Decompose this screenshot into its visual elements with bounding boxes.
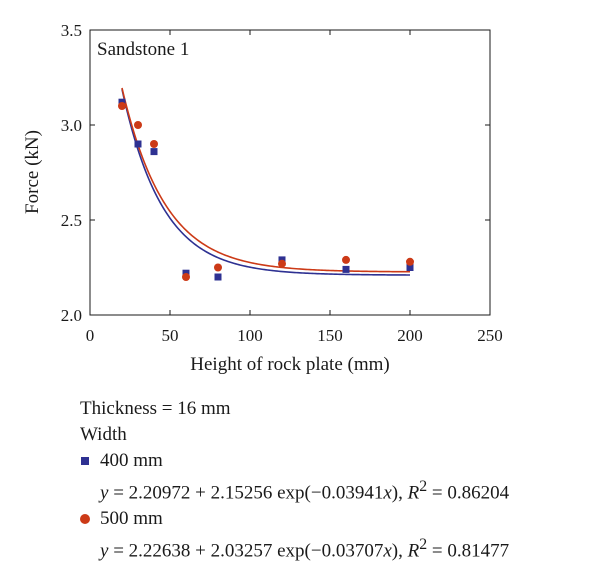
data-point-circle bbox=[150, 140, 158, 148]
y-tick-label: 3.0 bbox=[61, 116, 82, 135]
eq-close: ), bbox=[391, 482, 408, 504]
square-marker-icon bbox=[81, 457, 89, 465]
legend-equation-500: y = 2.22638 + 2.03257 exp(−0.03707x), R2… bbox=[80, 532, 509, 564]
eq-body: = 2.20972 + 2.15256 exp(−0.03941 bbox=[108, 482, 384, 504]
eq-close: ), bbox=[391, 540, 408, 562]
eq-r-var: R bbox=[407, 482, 420, 504]
legend-series-400: 400 mm bbox=[80, 448, 509, 474]
eq-y-var: y bbox=[100, 540, 109, 562]
data-point-circle bbox=[118, 102, 126, 110]
eq-r-exponent: 2 bbox=[419, 536, 428, 554]
fit-curves bbox=[121, 87, 411, 276]
legend: Thickness = 16 mm Width 400 mm y = 2.209… bbox=[80, 396, 509, 565]
data-point-circle bbox=[214, 263, 222, 272]
data-point-square bbox=[214, 273, 222, 281]
eq-body: = 2.22638 + 2.03257 exp(−0.03707 bbox=[108, 540, 384, 562]
data-point-circle bbox=[278, 259, 286, 268]
data-points bbox=[118, 98, 414, 281]
data-point-circle bbox=[182, 273, 190, 281]
eq-x-var: x bbox=[383, 540, 392, 562]
plot-frame bbox=[89, 29, 491, 316]
eq-r2-value: = 0.81477 bbox=[427, 540, 510, 562]
data-point-square bbox=[342, 265, 350, 273]
circle-marker-icon bbox=[80, 514, 90, 525]
legend-width-title: Width bbox=[80, 424, 127, 445]
x-tick-label: 150 bbox=[317, 326, 343, 345]
y-tick-label: 2.5 bbox=[61, 211, 82, 230]
y-tick-label: 2.0 bbox=[61, 306, 82, 325]
legend-series-500: 500 mm bbox=[80, 506, 509, 532]
x-tick-label: 250 bbox=[477, 326, 503, 345]
panel-label: Sandstone 1 bbox=[97, 39, 189, 60]
eq-r-exponent: 2 bbox=[419, 478, 428, 495]
x-tick-label: 50 bbox=[162, 326, 179, 345]
fit-curve bbox=[121, 89, 411, 276]
data-point-circle bbox=[134, 121, 142, 129]
legend-thickness: Thickness = 16 mm bbox=[80, 398, 231, 419]
legend-series-400-label: 400 mm bbox=[100, 450, 163, 471]
y-tick-label: 3.5 bbox=[61, 21, 82, 40]
x-tick-label: 100 bbox=[237, 326, 263, 345]
scatter-chart: Sandstone 1 0 50 100 150 200 2502.02.53.03.5 … bbox=[22, 21, 503, 375]
x-axis-title: Height of rock plate (mm) bbox=[190, 354, 389, 375]
eq-r2-value: = 0.86204 bbox=[427, 482, 510, 504]
eq-r-var: R bbox=[407, 540, 420, 562]
data-point-square bbox=[150, 148, 158, 156]
x-tick-label: 200 bbox=[397, 326, 423, 345]
axis-ticks: 0 50 100 150 200 250 2.0 2.5 3.0 3.5 bbox=[61, 21, 503, 345]
legend-series-500-label: 500 mm bbox=[100, 508, 163, 530]
legend-equation-400: y = 2.20972 + 2.15256 exp(−0.03941x), R2… bbox=[80, 474, 509, 506]
data-point-circle bbox=[406, 257, 414, 266]
fit-curve bbox=[121, 87, 411, 273]
eq-y-var: y bbox=[100, 482, 109, 504]
data-point-square bbox=[406, 264, 414, 271]
data-point-square bbox=[134, 140, 142, 148]
eq-x-var: x bbox=[383, 482, 392, 504]
data-point-circle bbox=[342, 255, 350, 264]
y-axis-title: Force (kN) bbox=[22, 130, 43, 214]
x-tick-label: 0 bbox=[86, 326, 95, 345]
